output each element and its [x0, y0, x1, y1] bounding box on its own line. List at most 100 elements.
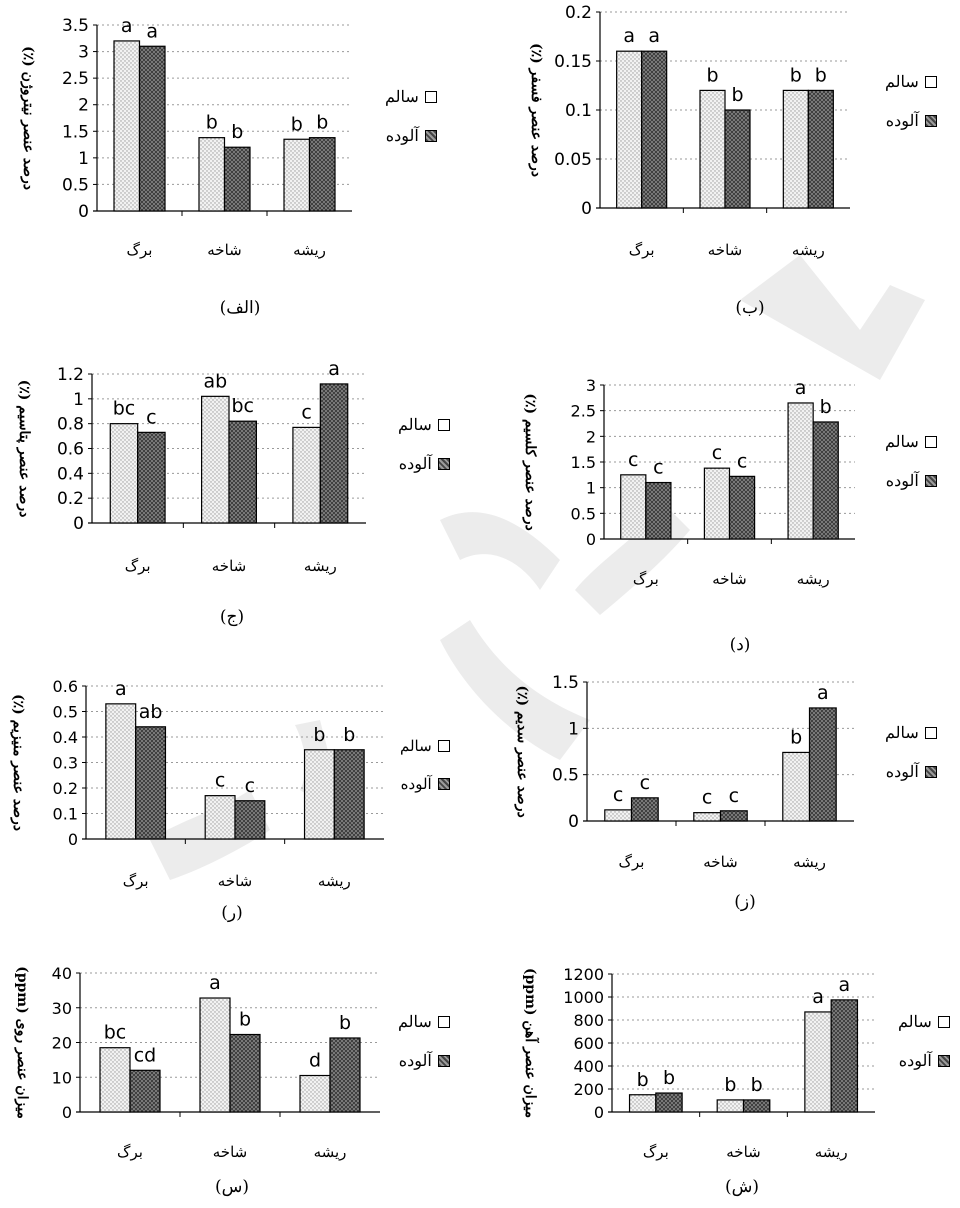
y-axis-label: درصد عنصر فسفر (٪) [528, 43, 544, 177]
legend-label-infected: آلوده [898, 1051, 932, 1070]
bar-healthy [699, 89, 726, 209]
significance-letter: bc [104, 1022, 127, 1044]
legend-swatch-healthy [924, 75, 937, 88]
legend-swatch-infected [924, 765, 937, 778]
y-tick-label: 0.15 [554, 52, 592, 72]
bar-infected [129, 1069, 161, 1113]
legend-item-healthy: سالم [385, 87, 437, 106]
y-tick-label: 20 [52, 1034, 72, 1053]
legend-item-healthy: سالم [885, 432, 937, 451]
y-tick-label: 1000 [563, 988, 604, 1007]
significance-letter: b [316, 112, 328, 134]
legend-swatch-healthy [437, 418, 450, 431]
legend-label-infected: آلوده [885, 762, 919, 781]
y-tick-label: 0.6 [57, 440, 84, 460]
chart-svg: 00.20.40.60.811.2bc cبرگabbcشاخهcaریشهدرص… [16, 358, 366, 575]
legend-label-healthy: سالم [885, 723, 919, 742]
legend-item-healthy: سالم [398, 415, 450, 434]
significance-letter: b [790, 64, 802, 86]
chart-panel-magnesium: 0 0.1 0.2 0.3 0.4 0.5 0.6 a ab برگ c c شاخه b b ریشه درص… [0, 665, 480, 940]
legend-label-healthy: سالم [400, 737, 432, 755]
chart-panel-phosphorus: 0 0.05 0.1 0.15 0.2 a a برگ b b شاخه b b ریشه درصد عنص… [480, 0, 960, 330]
y-tick-label: 0 [62, 1103, 72, 1122]
significance-letter: c [146, 406, 156, 428]
panel-caption: (س) [214, 1177, 250, 1197]
legend-swatch-infected [437, 457, 450, 470]
bar-healthy [716, 1099, 745, 1113]
y-tick-label: 0.5 [552, 766, 579, 786]
y-tick-label: 0 [568, 812, 579, 832]
chart-panel-calcium: 0 0.5 1 1.5 2 2.5 3 c c برگ c c شاخه a b ریشه درصد عنصر … [480, 350, 960, 660]
legend-swatch-infected [924, 474, 937, 487]
y-axis-label: میزان عنصر روی (ppm) [14, 966, 30, 1119]
chart-panel-iron: 0 200 400 600 800 1000 1200 b b برگ b b شاخه a a ریشه می… [480, 945, 960, 1208]
legend-swatch-healthy [924, 726, 937, 739]
significance-letter: c [737, 450, 747, 472]
bar-healthy [283, 138, 311, 212]
y-tick-label: 1200 [563, 965, 604, 984]
chart-panel-nitrogen: 0 0.5 1 1.5 2 2.5 3 3.5 a a برگ b b شاخه b b ریشه درصد عن… [0, 0, 480, 330]
y-tick-label: 3 [586, 376, 596, 395]
chart-legend: سالم آلوده [400, 737, 450, 813]
bar-healthy [198, 137, 226, 212]
x-category-label: برگ [619, 853, 645, 871]
y-tick-label: 0.2 [565, 3, 592, 23]
bar-infected [333, 749, 365, 840]
legend-swatch-healthy [924, 435, 937, 448]
y-tick-label: 0.3 [53, 754, 78, 773]
y-tick-label: 1 [78, 149, 89, 169]
y-axis-label: درصد عنصر منیزیم (٪) [10, 694, 26, 831]
legend-swatch-healthy [437, 740, 450, 752]
chart-panel-potassium: 0 0.2 0.4 0.6 0.8 1 1.2 bc c برگ ab bc شاخه c a ریشه درص… [0, 335, 480, 635]
y-tick-label: 0.8 [57, 415, 84, 435]
x-category-label: شاخه [726, 1143, 760, 1161]
significance-letter: b [343, 724, 355, 746]
y-tick-label: 3.5 [62, 16, 89, 36]
legend-item-infected: آلوده [400, 775, 450, 793]
y-tick-label: 0.2 [53, 779, 78, 798]
legend-label-healthy: سالم [898, 1012, 932, 1031]
x-category-label: شاخه [712, 570, 746, 588]
x-category-label: برگ [117, 1143, 143, 1161]
x-category-label: ریشه [792, 241, 825, 259]
x-category-label: شاخه [212, 557, 246, 575]
bar-healthy [804, 1011, 832, 1113]
bar-healthy [299, 1074, 331, 1113]
legend-swatch-healthy [437, 1015, 450, 1028]
chart-legend: سالم آلوده [385, 87, 437, 165]
y-tick-label: 0 [586, 530, 596, 549]
chart-legend: سالم آلوده [885, 723, 937, 801]
x-category-label: شاخه [703, 853, 737, 871]
panel-caption: (الف) [219, 298, 261, 318]
significance-letter: d [309, 1050, 321, 1072]
significance-letter: b [239, 1009, 251, 1031]
significance-letter: b [291, 113, 303, 135]
significance-letter: b [231, 121, 243, 143]
y-tick-label: 2.5 [571, 402, 596, 421]
significance-letter: b [751, 1074, 763, 1096]
legend-item-infected: آلوده [885, 471, 937, 490]
legend-label-healthy: سالم [385, 87, 419, 106]
legend-label-healthy: سالم [885, 72, 919, 91]
legend-label-infected: آلوده [400, 775, 432, 793]
legend-item-infected: آلوده [898, 1051, 950, 1070]
bar-healthy [782, 89, 809, 209]
y-tick-label: 0.5 [53, 703, 78, 722]
y-tick-label: 400 [573, 1057, 604, 1076]
bar-healthy [105, 703, 137, 840]
significance-letter: b [637, 1069, 649, 1091]
bar-infected [724, 109, 751, 209]
x-category-label: برگ [127, 241, 153, 259]
x-category-label: ریشه [815, 1143, 848, 1161]
y-tick-label: 2 [586, 427, 596, 446]
panel-caption: (ب) [735, 298, 765, 318]
x-category-label: ریشه [318, 872, 351, 890]
y-tick-label: 2 [78, 96, 89, 116]
panel-caption: (ج) [219, 607, 245, 627]
legend-swatch-infected [437, 1054, 450, 1067]
y-axis-label: درصد عنصر سدیم (٪) [514, 685, 530, 817]
significance-letter: b [206, 112, 218, 134]
bar-infected [223, 146, 251, 212]
